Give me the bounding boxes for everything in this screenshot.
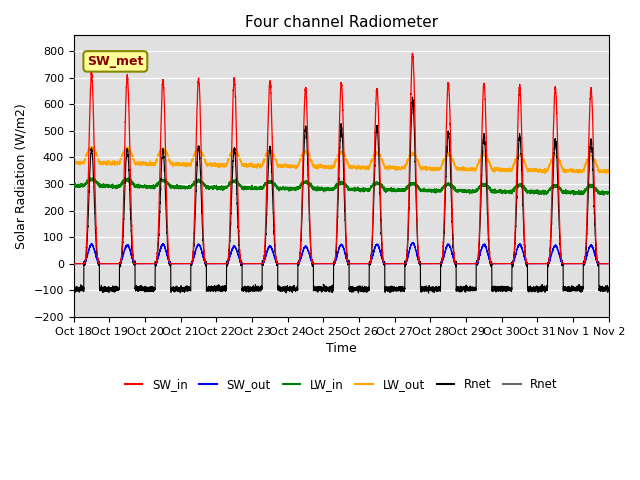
Y-axis label: Solar Radiation (W/m2): Solar Radiation (W/m2)	[15, 103, 28, 249]
X-axis label: Time: Time	[326, 342, 356, 355]
Legend: SW_in, SW_out, LW_in, LW_out, Rnet, Rnet: SW_in, SW_out, LW_in, LW_out, Rnet, Rnet	[120, 373, 563, 396]
Title: Four channel Radiometer: Four channel Radiometer	[244, 15, 438, 30]
Text: SW_met: SW_met	[87, 55, 143, 68]
